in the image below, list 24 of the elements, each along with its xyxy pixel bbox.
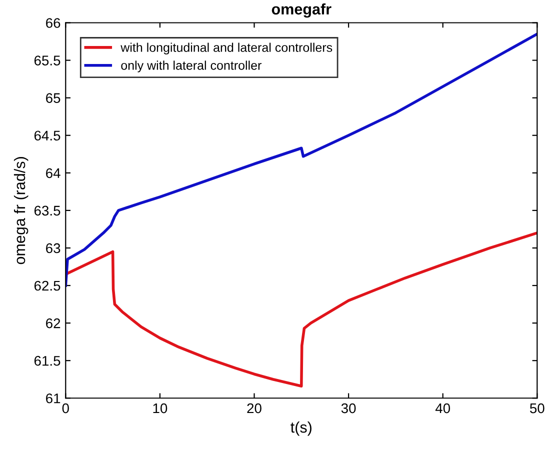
x-tick-label: 0	[62, 403, 69, 414]
y-tick-label: 61.5	[34, 356, 60, 366]
y-tick-label: 62	[46, 318, 60, 328]
y-tick-label: 63	[46, 243, 60, 254]
y-axis-title: omega fr (rad/s)	[14, 157, 28, 264]
x-tick-label: 30	[341, 403, 356, 414]
x-tick-label: 40	[435, 403, 450, 414]
legend-label: with longitudinal and lateral controllers	[120, 42, 332, 54]
x-axis-title: t(s)	[290, 421, 312, 436]
x-tick-label: 10	[153, 403, 168, 414]
x-tick-label: 20	[247, 403, 262, 414]
line-series	[66, 32, 538, 287]
y-tick-label: 65	[46, 93, 60, 103]
y-tick-label: 64.5	[34, 130, 60, 141]
y-tick-label: 65.5	[34, 56, 60, 66]
y-tick-label: 61	[46, 393, 60, 404]
y-tick-label: 66	[46, 18, 60, 28]
line-series	[66, 232, 538, 388]
y-tick-label: 62.5	[34, 280, 60, 291]
y-tick-label: 64	[46, 168, 60, 178]
chart-title: omegafr	[272, 3, 332, 18]
y-tick-label: 63.5	[34, 206, 60, 216]
x-tick-label: 50	[530, 403, 544, 414]
legend-label: only with lateral controller	[121, 60, 262, 72]
